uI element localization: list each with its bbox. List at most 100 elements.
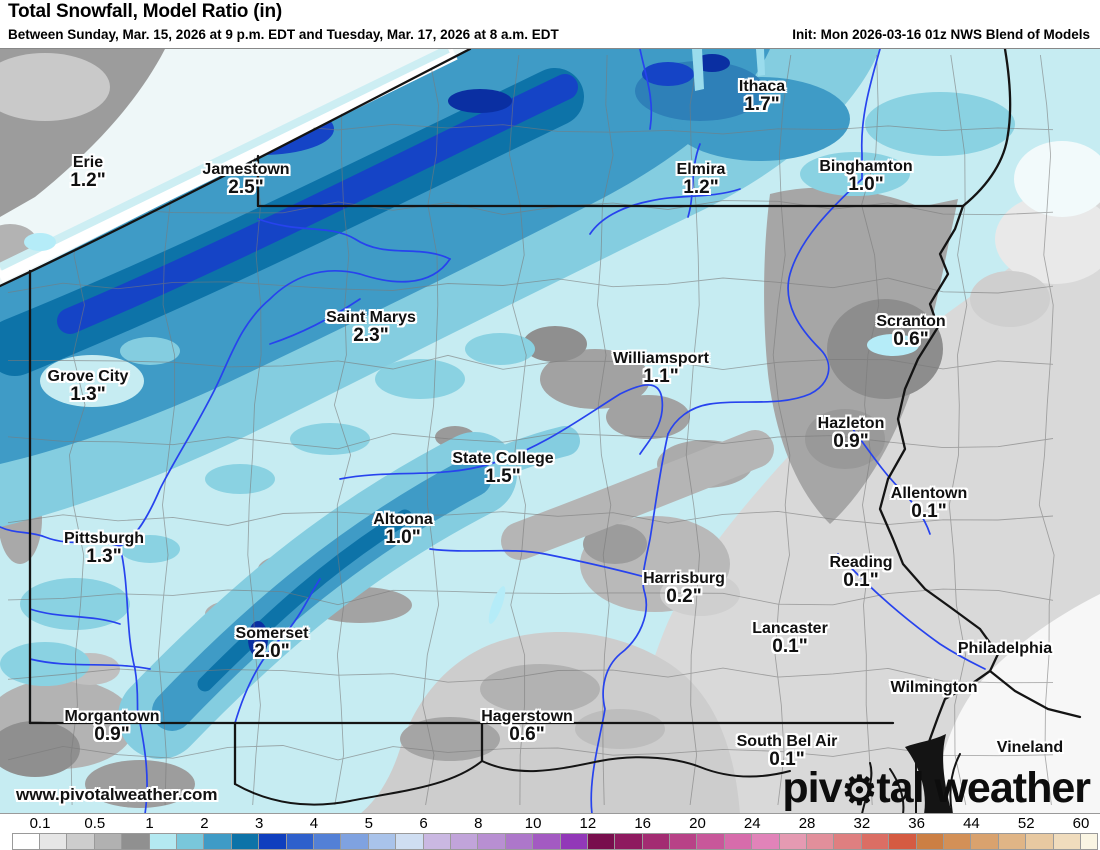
colorbar-tick-label: 5 (364, 815, 373, 832)
colorbar-cell (340, 833, 370, 850)
county-line (7, 432, 1054, 450)
city-name: Williamsport (613, 350, 709, 368)
colorbar-tick-label: 20 (689, 815, 706, 832)
city-label-erie: Erie 1.2" (70, 154, 106, 192)
colorbar-cell (669, 833, 699, 850)
lakes (24, 49, 919, 624)
city-name: Reading (829, 554, 893, 572)
map-area: Ithaca 1.7" Erie 1.2" Jamestown 2.5" Elmira 1.2… (0, 48, 1100, 813)
city-label-state-college: State College 1.5" (452, 450, 553, 487)
city-snowfall-value: 1.2" (683, 177, 719, 199)
colorbar-tick-label: 36 (908, 815, 925, 832)
colorbar-cell (970, 833, 1000, 850)
model-init-info: Init: Mon 2026-03-16 01z NWS Blend of Mo… (792, 27, 1090, 42)
logo-text-piv: piv (782, 764, 842, 812)
city-name: Hazleton (817, 415, 885, 433)
colorbar-tick-label: 1 (145, 815, 154, 832)
city-snowfall-value: 0.2" (666, 586, 702, 608)
colorbar-cell (1025, 833, 1055, 850)
city-name: Somerset (235, 625, 309, 643)
city-label-altoona: Altoona 1.0" (373, 511, 433, 549)
colorbar-tick-label: 24 (743, 815, 761, 832)
city-name: Saint Marys (326, 309, 416, 327)
city-label-philadelphia: Philadelphia (957, 639, 1053, 657)
colorbar-tick-label: 0.5 (84, 815, 106, 832)
city-snowfall-value: 1.3" (86, 546, 122, 568)
city-snowfall-value: 0.6" (509, 724, 545, 746)
header: Total Snowfall, Model Ratio (in) Between… (0, 0, 1100, 48)
colorbar-cell (833, 833, 863, 850)
city-name: Allentown (890, 485, 968, 503)
city-label-pittsburgh: Pittsburgh 1.3" (64, 530, 144, 568)
city-name: Binghamton (819, 158, 913, 176)
city-label-elmira: Elmira 1.2" (677, 161, 726, 199)
colorbar-cell (258, 833, 288, 850)
city-name: Altoona (373, 511, 433, 529)
colorbar-tick-label: 28 (798, 815, 816, 832)
colorbar-cell (943, 833, 973, 850)
colorbar-cell (422, 833, 452, 850)
colorbar-cell (1052, 833, 1083, 850)
city-name: South Bel Air (736, 733, 838, 751)
city-name: Philadelphia (957, 639, 1053, 657)
colorbar-cell (477, 833, 507, 850)
city-snowfall-value: 0.1" (769, 749, 805, 771)
city-label-hazleton: Hazleton 0.9" (817, 415, 885, 452)
city-snowfall-value: 0.9" (94, 724, 130, 746)
city-snowfall-value: 0.1" (911, 501, 947, 523)
colorbar-cell (449, 833, 480, 850)
city-label-somerset: Somerset 2.0" (235, 625, 309, 663)
city-name: Hagerstown (481, 708, 573, 726)
colorbar-tick-label: 2 (200, 815, 209, 832)
city-snowfall-value: 1.0" (385, 527, 421, 549)
county-line (509, 54, 527, 806)
city-label-scranton: Scranton 0.6" (876, 313, 945, 350)
county-line (7, 277, 1054, 294)
city-snowfall-value: 1.2" (70, 170, 106, 192)
city-label-south-bel-air: South Bel Air 0.1" (736, 733, 838, 771)
colorbar-cell (997, 833, 1028, 850)
city-snowfall-value: 1.1" (643, 366, 679, 388)
colorbar-cell (559, 833, 589, 850)
colorbar-tick-label: 3 (254, 815, 264, 832)
city-snowfall-value: 1.3" (70, 384, 106, 406)
city-snowfall-value: 2.5" (228, 177, 264, 199)
colorbar-cell (806, 833, 836, 850)
city-name: Harrisburg (643, 570, 725, 588)
city-name: Wilmington (890, 678, 978, 696)
logo-text-tal-weather: tal weather (876, 764, 1091, 812)
colorbar-cell (285, 833, 315, 850)
colorbar-cell (93, 833, 124, 850)
city-name: Grove City (47, 368, 129, 386)
colorbar-tick-label: 8 (474, 815, 483, 832)
delaware-bay-water (905, 734, 952, 813)
colorbar-tick-label: 12 (579, 815, 597, 832)
colorbar-tick-label: 10 (524, 815, 542, 832)
city-label-saint-marys: Saint Marys 2.3" (326, 309, 416, 346)
colorbar-cell (751, 833, 781, 850)
county-line (7, 199, 1054, 216)
colorbar-cell (915, 833, 946, 850)
city-snowfall-value: 2.0" (254, 641, 290, 663)
colorbar-cell (641, 833, 672, 850)
county-line (333, 54, 352, 806)
county-line (861, 54, 880, 806)
city-snowfall-value: 1.7" (744, 94, 780, 116)
county-line (7, 510, 1054, 526)
county-line (7, 667, 1054, 684)
city-name: Pittsburgh (64, 530, 144, 548)
city-label-vineland: Vineland (997, 739, 1063, 756)
city-label-morgantown: Morgantown 0.9" (64, 708, 159, 746)
county-line (597, 54, 614, 806)
city-label-hagerstown: Hagerstown 0.6" (481, 708, 573, 746)
colorbar-cell (1080, 833, 1098, 850)
city-label-reading: Reading 0.1" (829, 554, 893, 591)
city-label-jamestown: Jamestown 2.5" (202, 161, 289, 199)
colorbar-cell (614, 833, 644, 850)
county-line (422, 54, 440, 806)
colorbar-cell (532, 833, 562, 850)
colorbar-cell (888, 833, 918, 850)
city-label-grove-city: Grove City 1.3" (47, 368, 129, 406)
city-label-ithaca: Ithaca 1.7" (739, 78, 785, 116)
